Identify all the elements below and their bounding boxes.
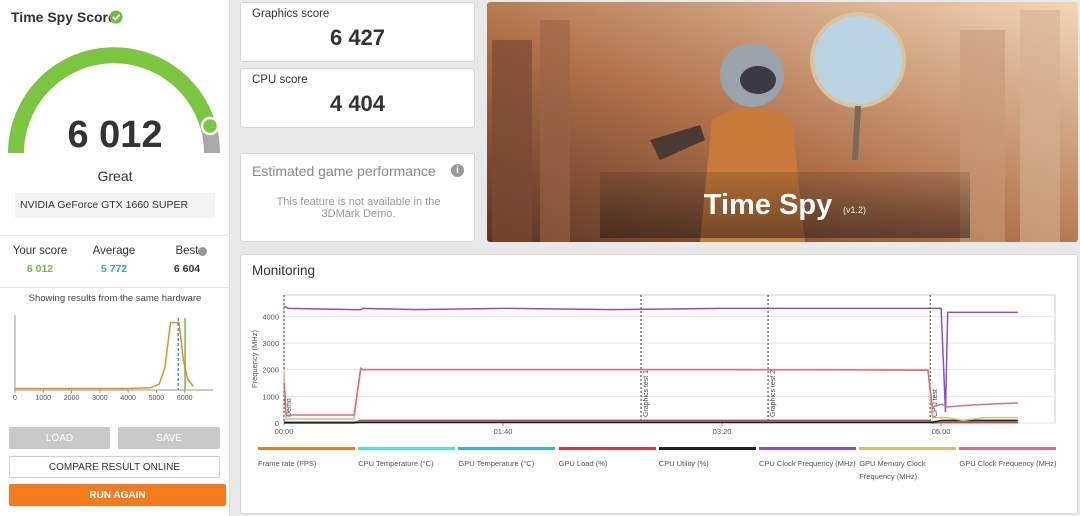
banner-art: Time Spy (v1.2) bbox=[487, 2, 1078, 242]
x-tick-label: 1000 bbox=[35, 395, 51, 402]
info-icon bbox=[198, 247, 207, 256]
card-label: CPU score bbox=[252, 74, 308, 86]
x-tick-label: 3000 bbox=[92, 395, 108, 402]
x-tick-label: 6000 bbox=[177, 395, 193, 402]
plot-area bbox=[283, 294, 1056, 424]
legend-item: CPU Clock Frequency (MHz) bbox=[759, 447, 857, 470]
series-line bbox=[283, 367, 1018, 416]
banner-version: (v1.2) bbox=[843, 205, 866, 215]
info-icon[interactable]: i bbox=[451, 164, 464, 177]
legend-swatch bbox=[358, 447, 456, 450]
legend-item: GPU Temperature (°C) bbox=[458, 447, 556, 470]
distribution-line bbox=[15, 321, 194, 390]
x-tick-label: 00:00 bbox=[275, 427, 294, 436]
y-tick-label: 0 bbox=[275, 419, 279, 428]
y-tick-label: 4000 bbox=[262, 312, 279, 321]
score-value: 6 012 bbox=[67, 114, 163, 156]
legend-item: GPU Load (%) bbox=[558, 447, 657, 470]
score-gauge bbox=[8, 47, 220, 154]
test-marker-label: Graphics test 1 bbox=[643, 370, 650, 417]
legend-label: CPU Utility (%) bbox=[658, 459, 709, 468]
legend-label: CPU Clock Frequency (MHz) bbox=[759, 459, 856, 468]
score-title: Time Spy Score bbox=[11, 9, 116, 25]
legend-swatch bbox=[959, 447, 1057, 450]
cpu-score-card: CPU score 4 404 bbox=[240, 68, 475, 128]
legend-item: GPU Clock Frequency (MHz) bbox=[959, 447, 1057, 470]
legend-item: Frame rate (FPS) bbox=[258, 447, 356, 470]
legend-item: CPU Utility (%) bbox=[658, 447, 757, 470]
series-line bbox=[284, 420, 1018, 423]
x-tick-label: 03:20 bbox=[713, 427, 732, 436]
y-tick-label: 1000 bbox=[262, 392, 279, 401]
x-tick-label: 0 bbox=[13, 395, 17, 402]
legend-swatch bbox=[258, 447, 355, 450]
x-tick-label: 5000 bbox=[149, 395, 165, 402]
card-value: 4 404 bbox=[329, 91, 386, 116]
y-tick-label: 2000 bbox=[262, 366, 279, 375]
graphics-score-card: Graphics score 6 427 bbox=[240, 2, 475, 62]
legend: Frame rate (FPS) CPU Temperature (°C) GPU … bbox=[258, 447, 1068, 497]
legend-label: GPU Temperature (°C) bbox=[458, 459, 535, 468]
test-marker-label: Demo bbox=[286, 398, 293, 417]
legend-swatch bbox=[658, 447, 756, 450]
comparison-value: 5 772 bbox=[100, 263, 128, 275]
card-label: Graphics score bbox=[252, 8, 330, 20]
series-line bbox=[284, 306, 1018, 413]
score-rating: Great bbox=[97, 168, 133, 184]
legend-swatch bbox=[759, 447, 856, 450]
series-line bbox=[283, 419, 1018, 424]
legend-swatch bbox=[859, 447, 957, 450]
load-button[interactable]: LOAD bbox=[9, 427, 110, 449]
legend-item: CPU Temperature (°C) bbox=[358, 447, 456, 470]
test-marker-label: Graphics test 2 bbox=[770, 370, 777, 417]
legend-label: Frame rate (FPS) bbox=[258, 459, 317, 468]
comparison-value: 6 604 bbox=[173, 263, 201, 275]
legend-swatch bbox=[558, 447, 656, 450]
compare-button[interactable]: COMPARE RESULT ONLINE bbox=[9, 456, 220, 478]
legend-label: GPU Memory Clock Frequency (MHz) bbox=[859, 459, 926, 481]
x-tick-label: 4000 bbox=[120, 395, 136, 402]
run-again-button[interactable]: RUN AGAIN bbox=[9, 484, 226, 506]
monitoring-title: Monitoring bbox=[252, 263, 316, 278]
y-axis-title: Frequency (MHz) bbox=[250, 330, 259, 388]
card-message: This feature is not available in the 3DM… bbox=[276, 196, 441, 220]
game-performance-card: Estimated game performance i This featur… bbox=[240, 153, 475, 242]
comparison-label: Best bbox=[175, 245, 199, 257]
distribution-caption: Showing results from the same hardware bbox=[28, 293, 202, 304]
divider bbox=[0, 235, 230, 236]
x-tick-label: 05:00 bbox=[932, 427, 951, 436]
legend-label: CPU Temperature (°C) bbox=[358, 459, 434, 468]
card-value: 6 427 bbox=[329, 25, 386, 50]
banner-title: Time Spy bbox=[704, 189, 832, 221]
comparison-label: Average bbox=[92, 245, 136, 257]
gpu-name: NVIDIA GeForce GTX 1660 SUPER bbox=[15, 193, 215, 218]
legend-label: GPU Clock Frequency (MHz) bbox=[959, 459, 1057, 468]
y-tick-label: 3000 bbox=[262, 339, 279, 348]
card-title: Estimated game performance bbox=[252, 163, 436, 179]
comparison-label: Your score bbox=[12, 245, 68, 257]
legend-swatch bbox=[458, 447, 556, 450]
divider bbox=[0, 287, 230, 288]
test-marker-label: CPU test bbox=[932, 389, 939, 417]
legend-item: GPU Memory Clock Frequency (MHz) bbox=[859, 447, 957, 483]
check-icon bbox=[109, 10, 123, 24]
save-button[interactable]: SAVE bbox=[118, 427, 220, 449]
x-tick-label: 01:40 bbox=[494, 427, 513, 436]
legend-label: GPU Load (%) bbox=[558, 459, 608, 468]
x-tick-label: 2000 bbox=[64, 395, 80, 402]
comparison-value: 6 012 bbox=[26, 263, 54, 275]
